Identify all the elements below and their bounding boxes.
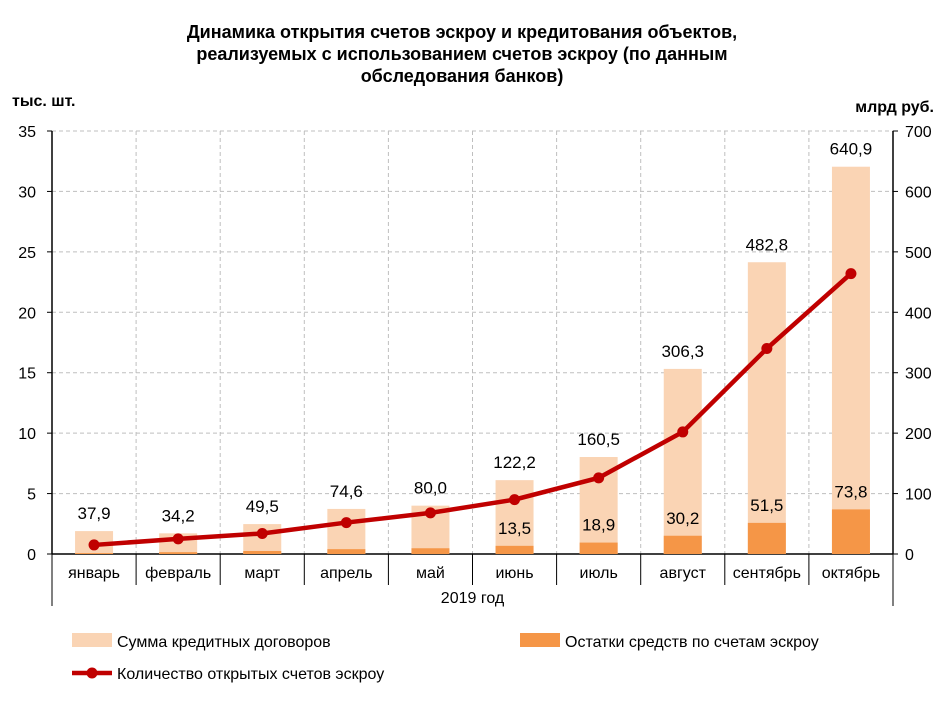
bar-credit-sum [747,262,786,554]
point-escrow-count [677,426,689,438]
bar-escrow-balance [663,535,702,554]
data-label-escrow-balance: 18,9 [582,516,615,535]
x-axis-label: 2019 год [441,590,505,607]
chart-title-line: Динамика открытия счетов эскроу и кредит… [187,22,737,42]
data-label-escrow-balance: 51,5 [750,496,783,515]
chart-title-line: реализуемых с использованием счетов эскр… [196,44,727,64]
legend-label-escrow-count: Количество открытых счетов эскроу [117,666,384,683]
bar-escrow-balance [75,553,114,554]
data-label-escrow-balance: 73,8 [834,482,867,501]
data-label-credit-sum: 306,3 [661,342,704,361]
data-label-credit-sum: 160,5 [577,430,620,449]
right-tick-label: 0 [905,547,914,564]
data-label-credit-sum: 37,9 [78,504,111,523]
legend-label-credit-sum: Сумма кредитных договоров [117,634,331,651]
data-label-escrow-balance: 30,2 [666,509,699,528]
data-label-escrow-balance: 13,5 [498,519,531,538]
point-escrow-count [509,494,521,506]
left-tick-label: 35 [18,124,36,141]
right-tick-label: 300 [905,366,932,383]
left-tick-label: 25 [18,245,36,262]
left-tick-label: 10 [18,426,36,443]
legend-swatch-escrow-balance [520,633,560,647]
bar-escrow-balance [747,522,786,554]
point-escrow-count [172,533,184,545]
bar-escrow-balance [327,549,366,554]
point-escrow-count [845,268,857,280]
bar-escrow-balance [411,548,450,554]
point-escrow-count [340,517,352,529]
data-label-credit-sum: 122,2 [493,453,536,472]
left-tick-label: 20 [18,305,36,322]
point-escrow-count [761,343,773,355]
left-tick-label: 0 [27,547,36,564]
x-tick-label: февраль [145,565,211,582]
point-escrow-count [88,539,100,551]
right-tick-label: 100 [905,487,932,504]
bar-credit-sum [831,166,870,554]
bar-escrow-balance [579,542,618,554]
bar-escrow-balance [243,550,282,554]
data-label-credit-sum: 74,6 [330,482,363,501]
right-tick-label: 500 [905,245,932,262]
left-tick-label: 5 [27,487,36,504]
left-tick-label: 30 [18,184,36,201]
bar-credit-sum [327,508,366,554]
x-tick-label: октябрь [822,565,880,582]
bar-credit-sum [663,368,702,554]
data-label-credit-sum: 49,5 [246,497,279,516]
line-escrow-count [93,271,853,548]
x-tick-label: январь [68,565,120,582]
x-tick-label: май [416,565,445,582]
legend-swatch-credit-sum [72,633,112,647]
right-tick-label: 700 [905,124,932,141]
bar-escrow-balance [495,545,534,554]
chart-title-line: обследования банков) [361,66,564,86]
data-label-credit-sum: 640,9 [830,140,873,159]
left-tick-label: 15 [18,366,36,383]
left-axis-label: тыс. шт. [12,93,76,110]
point-escrow-count [424,507,436,519]
point-escrow-count [593,472,605,484]
x-tick-label: март [244,565,280,582]
x-tick-label: апрель [320,565,373,582]
right-tick-label: 600 [905,184,932,201]
bar-credit-sum [495,480,534,554]
legend-label-escrow-balance: Остатки средств по счетам эскроу [565,634,819,651]
point-escrow-count [256,527,268,539]
legend-marker-escrow-count [86,667,98,679]
data-label-credit-sum: 80,0 [414,479,447,498]
x-tick-label: июнь [495,565,533,582]
x-tick-label: сентябрь [733,565,801,582]
bar-escrow-balance [159,552,198,554]
right-tick-label: 400 [905,305,932,322]
bar-escrow-balance [831,509,870,554]
right-tick-label: 200 [905,426,932,443]
data-label-credit-sum: 34,2 [162,506,195,525]
x-tick-label: август [660,565,707,582]
x-tick-label: июль [580,565,618,582]
right-axis-label: млрд руб. [855,99,934,116]
data-label-credit-sum: 482,8 [746,235,789,254]
